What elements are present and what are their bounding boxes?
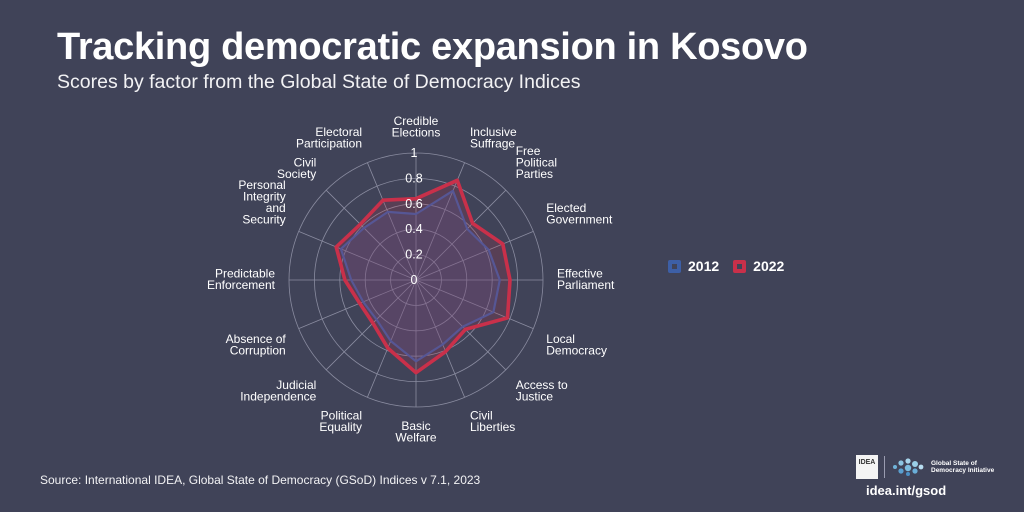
axis-label: Basic Welfare: [395, 419, 436, 445]
grid-spoke: [415, 279, 465, 398]
grid-spoke: [415, 231, 534, 281]
grid-spoke: [415, 279, 507, 371]
gsod-dots-icon: [893, 458, 924, 476]
axis-label: Elected Government: [546, 201, 613, 227]
logo-group: IDEA Global State of Democracy Initiativ…: [856, 455, 1001, 479]
grid-spoke: [367, 162, 417, 281]
grid-spoke: [298, 279, 417, 329]
axis-label: Civil Liberties: [470, 408, 515, 434]
legend-swatch-2022: [733, 259, 747, 273]
page-title: Tracking democratic expansion in Kosovo: [57, 26, 808, 68]
grid-spoke: [367, 279, 417, 398]
axis-label: Civil Society: [277, 155, 316, 181]
axis-label: Political Equality: [319, 408, 362, 434]
logo-url[interactable]: idea.int/gsod: [866, 483, 947, 498]
legend-label-2012: 2012: [688, 258, 720, 274]
radar-series: [334, 178, 512, 375]
axis-label: Local Democracy: [546, 332, 607, 358]
tick-label: 0.6: [405, 197, 422, 211]
axis-label: Electoral Participation: [296, 125, 362, 151]
idea-logo: IDEA: [856, 455, 878, 479]
tick-label: 0.8: [405, 171, 422, 185]
gsod-initiative-text: Global State of Democracy Initiative: [931, 459, 995, 475]
legend-label-2022: 2022: [753, 258, 785, 274]
grid-spoke: [415, 279, 534, 329]
axis-label: Absence of Corruption: [226, 332, 287, 358]
tick-label: 1: [411, 146, 418, 160]
axis-label: Judicial Independence: [240, 378, 316, 404]
axis-label: Personal Integrity and Security: [238, 178, 285, 227]
axis-label: Credible Elections: [392, 114, 441, 140]
tick-label: 0: [411, 273, 418, 287]
axis-label: Inclusive Suffrage: [470, 125, 517, 151]
tick-label: 0.2: [405, 248, 422, 262]
page-subtitle: Scores by factor from the Global State o…: [57, 71, 581, 93]
legend-item-2012[interactable]: 2012: [668, 258, 719, 274]
radar-grid: [288, 152, 544, 408]
axis-label: Access to Justice: [516, 378, 568, 404]
chart-legend: 2012 2022: [668, 258, 790, 274]
legend-item-2022[interactable]: 2022: [733, 258, 784, 274]
legend-swatch-2012: [668, 259, 681, 273]
series-2012-polygon[interactable]: [339, 189, 501, 363]
tick-label: 0.4: [405, 222, 422, 236]
axis-label: Effective Parliament: [557, 267, 615, 293]
logo-divider: [884, 456, 885, 478]
grid-spoke: [298, 231, 417, 281]
grid-spoke: [415, 189, 507, 281]
grid-spoke: [325, 279, 417, 371]
axis-label: Free Political Parties: [516, 144, 557, 181]
radar-tick-labels: 0 0.2 0.4 0.6 0.8 1: [405, 146, 422, 287]
grid-spoke: [325, 189, 417, 281]
series-2022-polygon[interactable]: [334, 178, 512, 375]
source-note: Source: International IDEA, Global State…: [40, 473, 481, 487]
axis-label: Predictable Enforcement: [207, 267, 276, 293]
